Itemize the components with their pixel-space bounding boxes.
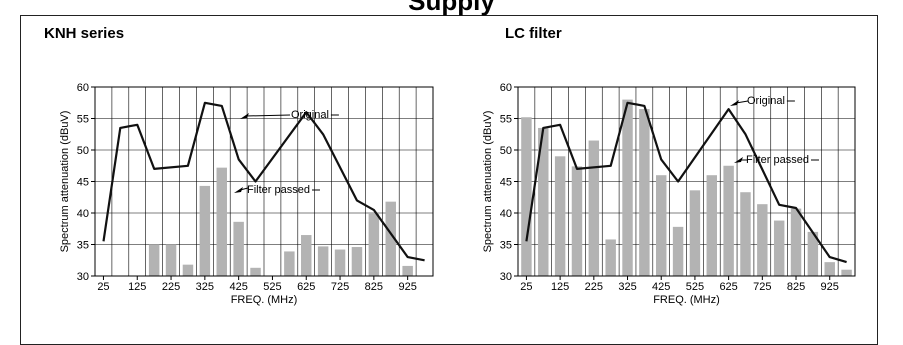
x-tick-label: 725 bbox=[753, 281, 771, 293]
line-original bbox=[102, 101, 425, 262]
x-axis-label: FREQ. (MHz) bbox=[653, 294, 720, 306]
y-tick-label: 55 bbox=[77, 114, 89, 126]
chart-knh-series: KNH series 30 35 40 45 50 55 60 25 125 225 325 425 52… bbox=[44, 25, 434, 306]
x-tick-label: 225 bbox=[585, 281, 603, 293]
x-tick-label: 525 bbox=[686, 281, 704, 293]
page-title: Supply bbox=[408, 0, 495, 16]
bar-filter-passed bbox=[148, 244, 160, 276]
bar-filter-passed bbox=[199, 185, 211, 276]
y-tick-label: 60 bbox=[77, 82, 89, 94]
chart-lc-filter: LC filter 30 35 40 45 50 55 60 25 125 225 325 425 525… bbox=[482, 25, 856, 306]
bar-filter-passed bbox=[723, 165, 734, 276]
bar-filter-passed bbox=[841, 269, 852, 276]
x-tick-label: 125 bbox=[128, 281, 146, 293]
y-tick-label: 50 bbox=[77, 145, 89, 157]
y-tick-label: 30 bbox=[77, 271, 89, 283]
bar-filter-passed bbox=[301, 235, 312, 276]
x-tick-label: 825 bbox=[787, 281, 805, 293]
chart-title: KNH series bbox=[44, 25, 124, 42]
annotation-arrow bbox=[734, 157, 743, 163]
bar-filter-passed bbox=[233, 221, 244, 276]
bar-filter-passed bbox=[656, 175, 667, 276]
bar-filter-passed bbox=[807, 231, 819, 276]
chart-title: LC filter bbox=[505, 25, 562, 42]
x-tick-label: 925 bbox=[398, 281, 416, 293]
x-tick-label: 125 bbox=[551, 281, 569, 293]
bar-filter-passed bbox=[317, 246, 329, 276]
x-tick-label: 425 bbox=[229, 281, 247, 293]
x-tick-label: 325 bbox=[196, 281, 214, 293]
x-tick-label: 925 bbox=[821, 281, 839, 293]
x-tick-label: 425 bbox=[652, 281, 670, 293]
y-tick-label: 50 bbox=[500, 145, 512, 157]
bar-filter-passed bbox=[773, 220, 785, 276]
annotation-arrow bbox=[240, 113, 249, 119]
annotation-label: Filter passed bbox=[746, 154, 809, 166]
y-tick-label: 30 bbox=[500, 271, 512, 283]
annotation-arrow bbox=[730, 100, 739, 106]
bar-filter-passed bbox=[284, 251, 295, 276]
bar-filter-passed bbox=[385, 201, 396, 276]
y-axis-label: Spectrum attenuation (dBuV) bbox=[482, 111, 494, 253]
bar-filter-passed bbox=[250, 267, 261, 276]
bar-filter-passed bbox=[605, 239, 616, 276]
line-original bbox=[525, 101, 847, 264]
x-tick-label: 825 bbox=[365, 281, 383, 293]
annotation-label: Original bbox=[291, 109, 329, 121]
y-tick-label: 55 bbox=[500, 114, 512, 126]
y-tick-label: 45 bbox=[500, 177, 512, 189]
bar-filter-passed bbox=[521, 117, 532, 277]
bar-filter-passed bbox=[182, 264, 194, 276]
x-tick-label: 625 bbox=[297, 281, 315, 293]
x-tick-label: 325 bbox=[618, 281, 636, 293]
bar-filter-passed bbox=[368, 213, 380, 276]
y-tick-label: 40 bbox=[500, 208, 512, 220]
y-axis-label: Spectrum attenuation (dBuV) bbox=[59, 111, 71, 253]
bar-filter-passed bbox=[824, 262, 835, 276]
y-tick-label: 35 bbox=[77, 240, 89, 252]
y-tick-label: 40 bbox=[77, 208, 89, 220]
bar-filter-passed bbox=[216, 167, 227, 276]
x-tick-label: 225 bbox=[162, 281, 180, 293]
bar-filter-passed bbox=[554, 156, 566, 276]
charts-canvas: KNH series 30 35 40 45 50 55 60 25 125 225 325 425 52… bbox=[44, 25, 856, 306]
bar-filter-passed bbox=[165, 244, 177, 276]
bar-filter-passed bbox=[402, 265, 413, 276]
annotation-label: Original bbox=[747, 95, 785, 107]
x-tick-label: 725 bbox=[331, 281, 349, 293]
bar-filter-passed bbox=[757, 204, 768, 276]
bar-filter-passed bbox=[790, 208, 802, 276]
annotation-leader bbox=[245, 114, 291, 117]
bar-filter-passed bbox=[740, 192, 751, 276]
bar-filter-passed bbox=[588, 140, 600, 276]
bar-filter-passed bbox=[689, 190, 701, 276]
y-tick-label: 60 bbox=[500, 82, 512, 94]
x-tick-label: 25 bbox=[97, 281, 109, 293]
x-tick-label: 25 bbox=[520, 281, 532, 293]
y-tick-label: 45 bbox=[77, 177, 89, 189]
x-axis-label: FREQ. (MHz) bbox=[231, 294, 298, 306]
annotation-leader bbox=[239, 187, 249, 191]
annotation-leader bbox=[735, 100, 749, 104]
annotation-label: Filter passed bbox=[247, 184, 310, 196]
bar-filter-passed bbox=[639, 109, 650, 276]
bar-filter-passed bbox=[672, 226, 684, 276]
y-tick-label: 35 bbox=[500, 240, 512, 252]
bar-filter-passed bbox=[622, 99, 633, 276]
bar-filter-passed bbox=[538, 127, 549, 276]
bar-filter-passed bbox=[351, 247, 363, 276]
bar-filter-passed bbox=[706, 175, 717, 276]
annotation-arrow bbox=[234, 187, 243, 193]
bar-filter-passed bbox=[334, 249, 346, 276]
x-tick-label: 625 bbox=[719, 281, 737, 293]
bar-filter-passed bbox=[571, 166, 583, 276]
x-tick-label: 525 bbox=[263, 281, 281, 293]
